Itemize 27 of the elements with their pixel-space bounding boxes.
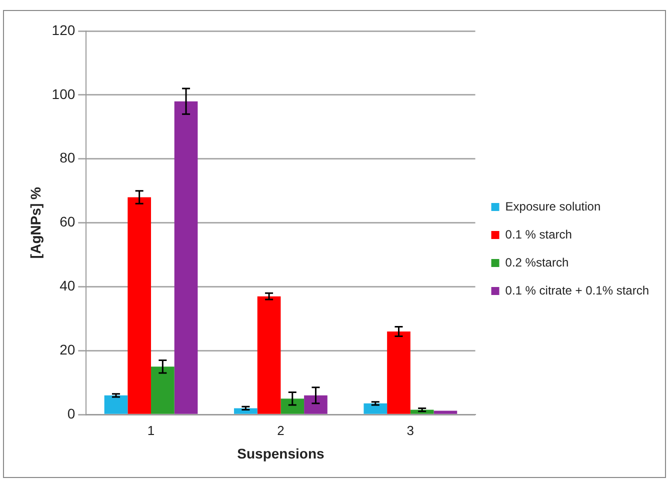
y-tick-label: 60	[60, 214, 76, 230]
bar	[364, 403, 388, 414]
bar	[257, 296, 281, 414]
x-tick-label: 2	[277, 422, 284, 438]
bar	[151, 366, 174, 414]
y-axis-title: [AgNPs] %	[27, 186, 44, 259]
y-tick-label: 120	[52, 22, 76, 38]
bar	[104, 395, 128, 414]
y-tick-label: 20	[60, 342, 76, 358]
bar	[280, 398, 304, 414]
legend-label: 0.1 % starch	[505, 227, 572, 242]
y-tick-label: 80	[60, 150, 76, 166]
y-tick-label: 40	[60, 278, 76, 294]
y-tick-label: 0	[67, 405, 76, 422]
x-tick-label: 1	[147, 422, 155, 438]
bar	[387, 331, 410, 414]
bar	[128, 197, 152, 414]
x-tick-label: 3	[406, 422, 414, 438]
legend-label: 0.1 % citrate + 0.1% starch	[505, 283, 650, 298]
y-tick-label: 100	[52, 86, 76, 102]
bar	[234, 408, 258, 414]
x-axis-title: Suspensions	[237, 445, 324, 462]
bar	[174, 101, 198, 414]
legend-label: Exposure solution	[505, 199, 601, 214]
legend-label: 0.2 %starch	[505, 255, 569, 270]
bar	[304, 395, 328, 414]
bar	[434, 410, 458, 414]
